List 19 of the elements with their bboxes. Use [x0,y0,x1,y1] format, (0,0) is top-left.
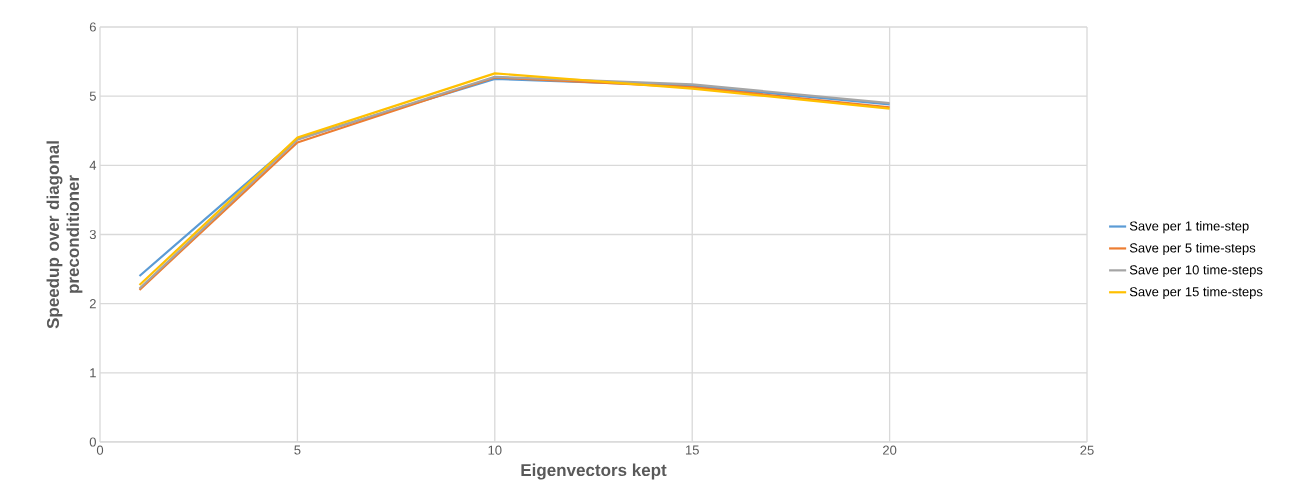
y-tick-label: 2 [89,299,96,309]
y-tick-label: 3 [89,229,96,240]
y-tick-label: 1 [90,368,96,378]
legend-label: Save per 5 time-steps [1129,242,1256,256]
x-axis-title: Eigenvectors kept [521,463,667,480]
y-axis-title: Speedup over diagonal preconditioner [46,141,83,329]
y-tick-label: 5 [89,91,96,101]
y-tick-label: 4 [89,160,97,170]
x-tick-label: 20 [883,445,897,455]
x-tick-label: 0 [96,445,104,455]
x-tick-label: 15 [685,445,699,455]
legend-label: Save per 15 time-steps [1129,286,1263,299]
legend-label: Save per 1 time-step [1129,221,1249,234]
legend-label: Save per 10 time-steps [1129,264,1263,278]
x-tick-label: 5 [294,445,301,455]
x-tick-label: 10 [488,445,502,455]
y-tick-label: 0 [89,437,96,447]
x-tick-label: 25 [1080,445,1094,455]
y-tick-label: 6 [89,22,96,32]
